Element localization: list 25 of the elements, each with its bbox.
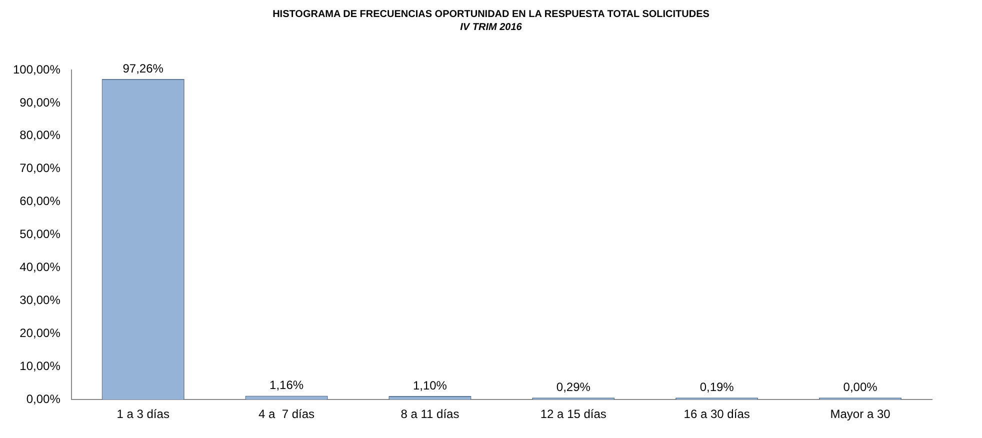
y-tick-label: 60,00% bbox=[20, 194, 61, 208]
x-tick-label: 16 a 30 días bbox=[684, 407, 750, 422]
x-tick-label: 12 a 15 días bbox=[540, 407, 606, 422]
y-tick-label: 90,00% bbox=[20, 95, 61, 110]
data-label: 97,26% bbox=[122, 61, 164, 76]
y-tick-label: 40,00% bbox=[20, 260, 61, 274]
chart-subtitle: IV TRIM 2016 bbox=[459, 21, 523, 34]
y-tick-label: 0,00% bbox=[26, 392, 61, 406]
data-label: 1,10% bbox=[412, 378, 448, 392]
x-tick-label: Mayor a 30 bbox=[830, 407, 891, 422]
x-tick-label: 8 a 11 días bbox=[400, 407, 460, 422]
y-tick-label: 10,00% bbox=[20, 358, 61, 373]
x-tick-label: 4 a 7 días bbox=[258, 407, 315, 422]
y-tick-label: 30,00% bbox=[20, 293, 61, 308]
y-tick-label: 50,00% bbox=[20, 227, 61, 242]
data-label: 0,19% bbox=[700, 380, 734, 394]
data-label: 0,00% bbox=[843, 380, 878, 394]
y-tick-label: 20,00% bbox=[20, 326, 61, 340]
y-tick-label: 100,00% bbox=[13, 62, 61, 76]
x-tick-label: 1 a 3 días bbox=[116, 407, 170, 422]
chart-title: HISTOGRAMA DE FRECUENCIAS OPORTUNIDAD EN LA RESPUESTA TOTAL SOLICITUDES bbox=[272, 8, 710, 21]
y-tick-label: 80,00% bbox=[20, 128, 61, 142]
data-label: 1,16% bbox=[270, 378, 304, 392]
data-label: 0,29% bbox=[556, 380, 591, 394]
y-tick-label: 70,00% bbox=[20, 161, 61, 176]
